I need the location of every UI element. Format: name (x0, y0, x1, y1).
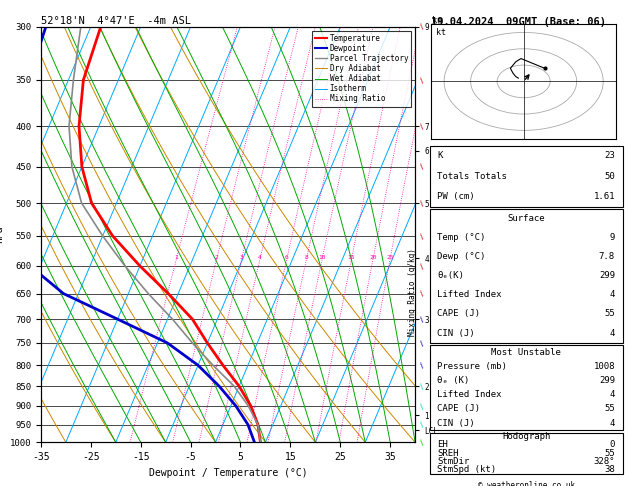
Text: 38: 38 (604, 465, 615, 474)
Text: /: / (418, 262, 426, 270)
Text: /: / (418, 23, 426, 30)
Text: /: / (418, 290, 426, 297)
Text: 4: 4 (610, 390, 615, 399)
X-axis label: Dewpoint / Temperature (°C): Dewpoint / Temperature (°C) (148, 468, 308, 478)
Text: /: / (418, 122, 426, 130)
Text: Surface: Surface (508, 214, 545, 223)
Text: 10: 10 (318, 255, 326, 260)
Text: Hodograph: Hodograph (502, 432, 550, 441)
Text: 50: 50 (604, 172, 615, 181)
Text: Pressure (mb): Pressure (mb) (437, 362, 507, 371)
Text: 4: 4 (258, 255, 262, 260)
Text: 6: 6 (285, 255, 289, 260)
Text: /: / (418, 382, 426, 390)
Text: Lifted Index: Lifted Index (437, 390, 502, 399)
Text: 1: 1 (174, 255, 178, 260)
Text: K: K (437, 152, 443, 160)
Text: 2: 2 (214, 255, 218, 260)
Text: /: / (418, 421, 426, 428)
Text: CIN (J): CIN (J) (437, 418, 475, 428)
Text: SREH: SREH (437, 449, 459, 458)
Text: Lifted Index: Lifted Index (437, 291, 502, 299)
Text: Most Unstable: Most Unstable (491, 347, 561, 357)
Text: 20: 20 (369, 255, 377, 260)
Text: 9: 9 (610, 233, 615, 242)
Text: /: / (418, 315, 426, 323)
Text: 328°: 328° (594, 457, 615, 466)
Text: 55: 55 (604, 449, 615, 458)
Text: /: / (418, 362, 426, 369)
Text: 1008: 1008 (594, 362, 615, 371)
Text: 52°18'N  4°47'E  -4m ASL: 52°18'N 4°47'E -4m ASL (41, 16, 191, 26)
Text: /: / (418, 339, 426, 347)
Text: CAPE (J): CAPE (J) (437, 404, 481, 414)
Text: /: / (418, 232, 426, 240)
Text: θₑ(K): θₑ(K) (437, 271, 464, 280)
Text: EH: EH (437, 440, 448, 450)
Text: 23: 23 (604, 152, 615, 160)
Legend: Temperature, Dewpoint, Parcel Trajectory, Dry Adiabat, Wet Adiabat, Isotherm, Mi: Temperature, Dewpoint, Parcel Trajectory… (312, 31, 411, 106)
Text: 15: 15 (348, 255, 355, 260)
Text: 1.61: 1.61 (594, 192, 615, 201)
Text: 25: 25 (386, 255, 394, 260)
Text: /: / (418, 199, 426, 207)
Text: /: / (418, 76, 426, 84)
Text: Temp (°C): Temp (°C) (437, 233, 486, 242)
Text: 19.04.2024  09GMT (Base: 06): 19.04.2024 09GMT (Base: 06) (431, 17, 606, 27)
Text: StmSpd (kt): StmSpd (kt) (437, 465, 496, 474)
Text: /: / (418, 163, 426, 170)
Text: θₑ (K): θₑ (K) (437, 376, 470, 385)
Text: 299: 299 (599, 376, 615, 385)
Text: 8: 8 (304, 255, 308, 260)
Text: PW (cm): PW (cm) (437, 192, 475, 201)
Text: © weatheronline.co.uk: © weatheronline.co.uk (477, 481, 575, 486)
Text: 4: 4 (610, 329, 615, 338)
Text: kt: kt (437, 28, 447, 37)
Text: CAPE (J): CAPE (J) (437, 310, 481, 318)
Text: 3: 3 (240, 255, 243, 260)
Y-axis label: hPa: hPa (0, 226, 4, 243)
Text: 4: 4 (610, 418, 615, 428)
Text: /: / (418, 402, 426, 410)
Text: ASL: ASL (432, 33, 448, 42)
Text: StmDir: StmDir (437, 457, 470, 466)
Text: 4: 4 (610, 291, 615, 299)
Text: km: km (432, 16, 443, 25)
Text: Dewp (°C): Dewp (°C) (437, 252, 486, 261)
Text: /: / (418, 439, 426, 446)
Text: 0: 0 (610, 440, 615, 450)
Text: 55: 55 (604, 404, 615, 414)
Text: Totals Totals: Totals Totals (437, 172, 507, 181)
Text: 299: 299 (599, 271, 615, 280)
Text: 55: 55 (604, 310, 615, 318)
Text: CIN (J): CIN (J) (437, 329, 475, 338)
Text: 7.8: 7.8 (599, 252, 615, 261)
Text: Mixing Ratio (g/kg): Mixing Ratio (g/kg) (408, 248, 417, 335)
